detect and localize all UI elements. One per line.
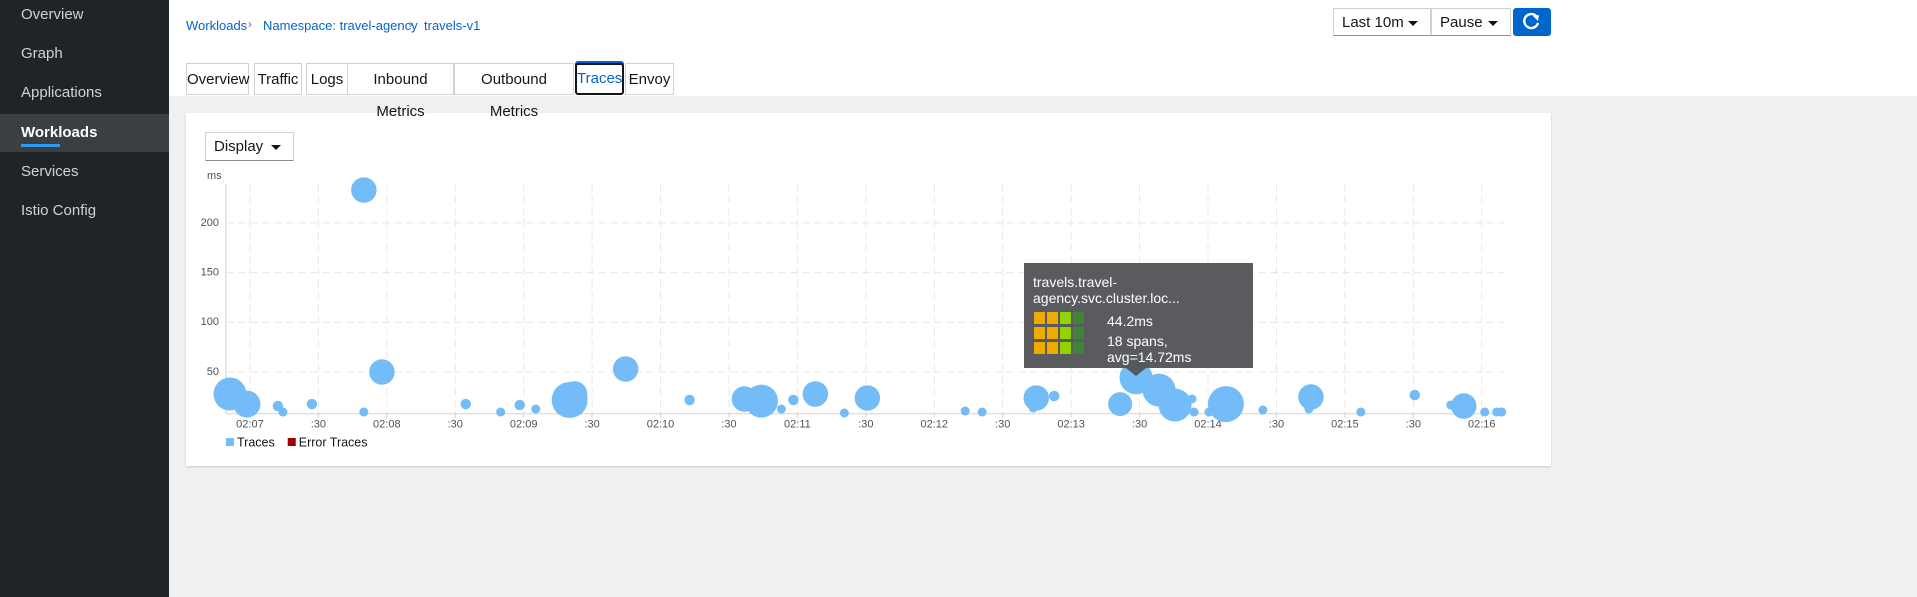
x-tick-label: :30	[448, 419, 463, 431]
trace-point[interactable]	[776, 404, 786, 414]
legend-swatch	[287, 438, 296, 446]
nav-item[interactable]: Services	[21, 162, 79, 180]
trace-point[interactable]	[1158, 388, 1192, 422]
x-tick-label: 02:09	[510, 419, 538, 431]
refresh-icon	[1523, 12, 1540, 30]
x-tick-label: :30	[1406, 419, 1421, 431]
breadcrumb-separator: ›	[409, 17, 413, 31]
trace-point[interactable]	[306, 398, 318, 410]
x-tick-label: 02:16	[1468, 419, 1496, 431]
trace-point[interactable]	[1409, 389, 1421, 401]
breadcrumb[interactable]: Namespace: travel-agency	[263, 18, 418, 33]
y-axis-label: ms	[207, 170, 222, 182]
y-tick-label: 150	[201, 267, 219, 279]
trace-point[interactable]	[1480, 407, 1490, 417]
x-tick-label: :30	[584, 419, 599, 431]
trace-point[interactable]	[351, 177, 377, 203]
trace-point[interactable]	[1356, 407, 1366, 417]
trace-point[interactable]	[531, 404, 541, 414]
tab[interactable]: Overview	[186, 63, 250, 95]
trace-point[interactable]	[1108, 392, 1133, 417]
trace-point[interactable]	[960, 406, 970, 416]
x-tick-label: :30	[721, 419, 736, 431]
x-tick-label: 02:07	[236, 419, 264, 431]
legend-label: Traces	[237, 435, 275, 449]
trace-point[interactable]	[854, 385, 881, 411]
breadcrumb-separator: ›	[248, 17, 252, 31]
trace-point[interactable]	[1023, 385, 1049, 411]
x-tick-label: 02:15	[1331, 419, 1359, 431]
trace-point[interactable]	[369, 359, 395, 385]
y-tick-label: 200	[201, 217, 219, 229]
x-tick-label: :30	[1269, 419, 1284, 431]
nav-item[interactable]: Overview	[21, 6, 84, 23]
tooltip-title: travels.travel-agency.svc.cluster.loc...	[1033, 274, 1180, 306]
trace-point[interactable]	[496, 407, 506, 417]
tab[interactable]: Traffic	[254, 63, 302, 95]
trace-point[interactable]	[514, 399, 525, 411]
trace-point[interactable]	[1258, 405, 1268, 415]
trace-point[interactable]	[278, 407, 288, 417]
legend-label: Error Traces	[299, 435, 368, 449]
nav-item[interactable]: Istio Config	[21, 202, 97, 219]
x-tick-label: :30	[858, 419, 873, 431]
trace-point[interactable]	[1028, 403, 1038, 413]
y-tick-label: 50	[207, 366, 219, 378]
sidebar: Overview Graph Applications Workloads Servic…	[0, 0, 169, 597]
trace-point[interactable]	[1048, 390, 1060, 402]
x-tick-label: 02:08	[373, 419, 401, 431]
interval-select[interactable]: Last 10m	[1333, 8, 1431, 36]
x-tick-label: 02:10	[647, 419, 675, 431]
trace-point[interactable]	[359, 407, 369, 417]
trace-point[interactable]	[1298, 384, 1324, 410]
x-tick-label: :30	[995, 419, 1010, 431]
display-select[interactable]: Display	[205, 132, 294, 161]
x-tick-label: 02:13	[1057, 419, 1085, 431]
y-tick-label: 100	[201, 316, 219, 328]
trace-point[interactable]	[1207, 386, 1244, 423]
nav-item[interactable]: Applications	[21, 84, 102, 102]
trace-point[interactable]	[1189, 407, 1199, 417]
refresh-button[interactable]	[1513, 8, 1551, 36]
trace-point[interactable]	[460, 398, 472, 410]
trace-point[interactable]	[802, 381, 829, 407]
tab[interactable]: Outbound Metrics	[454, 63, 574, 120]
trace-point[interactable]	[233, 390, 261, 418]
trace-point[interactable]	[561, 381, 588, 407]
breadcrumb[interactable]: Workloads	[186, 18, 248, 33]
x-tick-label: 02:11	[784, 419, 811, 431]
trace-point[interactable]	[1187, 394, 1197, 404]
trace-point[interactable]	[744, 384, 778, 418]
x-tick-label: 02:12	[921, 419, 949, 431]
breadcrumb[interactable]: travels-v1	[424, 18, 481, 33]
trace-point[interactable]	[1451, 393, 1477, 419]
trace-point[interactable]	[612, 356, 639, 382]
tooltip-spans: 18 spans, avg=14.72ms	[1107, 333, 1192, 365]
nav-item[interactable]: Graph	[21, 45, 63, 63]
x-tick-label: :30	[1132, 419, 1147, 431]
x-tick-label: :30	[311, 419, 326, 431]
trace-point[interactable]	[839, 408, 849, 418]
tab[interactable]: Inbound Metrics	[347, 63, 454, 120]
tab[interactable]: Logs	[306, 63, 348, 95]
x-tick-label: 02:14	[1194, 419, 1222, 431]
trace-point[interactable]	[977, 407, 987, 417]
tooltip: travels.travel-agency.svc.cluster.loc...…	[1024, 263, 1253, 376]
nav-item[interactable]: Workloads	[0, 113, 169, 152]
trace-point[interactable]	[788, 394, 799, 406]
trace-point[interactable]	[1497, 407, 1507, 417]
tab[interactable]: Envoy	[625, 63, 674, 95]
tooltip-duration: 44.2ms	[1107, 313, 1153, 329]
trace-point[interactable]	[1304, 404, 1314, 414]
tab[interactable]: Traces	[575, 63, 624, 95]
trace-point[interactable]	[684, 394, 695, 406]
refresh-select[interactable]: Pause	[1431, 8, 1511, 36]
legend-swatch	[226, 438, 234, 446]
